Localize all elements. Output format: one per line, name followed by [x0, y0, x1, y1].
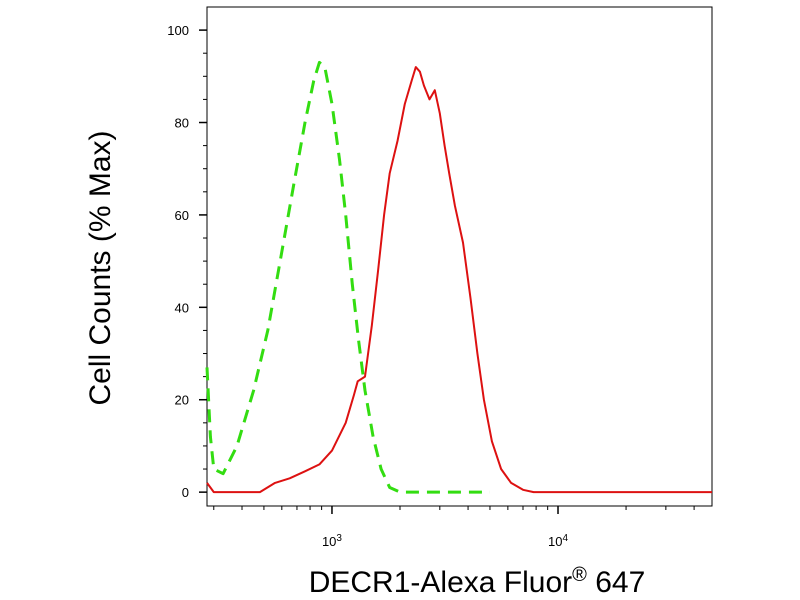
x-axis-title-suffix: 647: [587, 566, 645, 599]
series-layer: [205, 60, 712, 494]
x-tick-exponent: 3: [336, 533, 342, 544]
y-tick-label: 100: [167, 23, 189, 38]
y-tick-label: 40: [175, 300, 189, 315]
x-axis: 103 104: [213, 506, 695, 550]
y-tick-label: 60: [175, 208, 189, 223]
y-axis-title: Cell Counts (% Max): [84, 130, 117, 405]
x-tick-exponent: 4: [562, 533, 568, 544]
y-tick-label: 80: [175, 116, 189, 131]
y-axis: 0 20 40 60 80 100: [167, 23, 207, 500]
x-tick-base: 10: [322, 534, 336, 549]
x-axis-title: DECR1-Alexa Fluor® 647: [309, 564, 646, 599]
x-tick-label: 104: [548, 533, 568, 550]
x-tick-base: 10: [548, 534, 562, 549]
isotype-control-line: [205, 60, 490, 494]
y-tick-label: 20: [175, 393, 189, 408]
sample-line: [206, 66, 712, 494]
x-axis-title-main: DECR1-Alexa Fluor: [309, 566, 572, 599]
y-tick-label: 0: [182, 485, 189, 500]
plot-frame: [206, 6, 713, 507]
x-axis-title-sup: ®: [572, 564, 587, 586]
x-tick-label: 103: [322, 533, 342, 550]
